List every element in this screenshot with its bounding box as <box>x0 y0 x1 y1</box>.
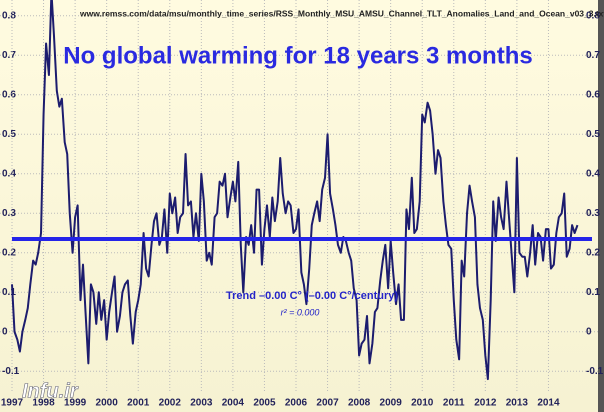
x-tick-label: 1997 <box>1 398 24 409</box>
y-tick-label: 0.7 <box>2 50 16 61</box>
x-tick-label: 2000 <box>96 398 119 409</box>
y-tick-label-right: 0.2 <box>586 247 600 258</box>
chart-title: No global warming for 18 years 3 months <box>63 42 532 69</box>
x-tick-label: 2005 <box>253 398 276 409</box>
x-tick-label: 1999 <box>64 398 87 409</box>
y-tick-label-right: 0.7 <box>586 50 600 61</box>
marks <box>11 0 592 381</box>
y-tick-label-right: 0.5 <box>586 129 600 140</box>
watermark: Infu.ir <box>22 380 79 402</box>
y-tick-label: 0.1 <box>2 287 16 298</box>
y-tick-label-right: 0.1 <box>586 287 600 298</box>
x-tick-label: 2008 <box>348 398 371 409</box>
data-line <box>11 0 579 381</box>
x-tick-label: 2012 <box>474 398 497 409</box>
y-tick-label: 0.5 <box>2 129 16 140</box>
edge <box>598 0 604 412</box>
x-tick-label: 2010 <box>411 398 434 409</box>
y-tick-label-right: 0.4 <box>586 168 600 179</box>
x-tick-label: 2014 <box>537 398 560 409</box>
source-url: www.remss.com/data/msu/monthly_time_seri… <box>79 8 604 18</box>
x-tick-label: 2001 <box>127 398 150 409</box>
trend-annotation: Trend –0.00 C° (–0.00 C°/century) <box>226 290 398 302</box>
y-tick-label: 0.4 <box>2 168 16 179</box>
y-tick-label: 0.8 <box>2 10 16 21</box>
x-tick-label: 2004 <box>222 398 245 409</box>
y-tick-label: 0.3 <box>2 208 16 219</box>
x-tick-label: 1998 <box>32 398 55 409</box>
y-tick-label: 0.2 <box>2 247 16 258</box>
y-tick-label: -0.1 <box>2 366 20 377</box>
x-tick-label: 2003 <box>190 398 213 409</box>
x-tick-label: 2002 <box>159 398 182 409</box>
y-tick-label: 0.6 <box>2 89 16 100</box>
y-tick-label-right: -0.1 <box>586 366 604 377</box>
x-tick-label: 2009 <box>380 398 403 409</box>
y-tick-label-right: 0.3 <box>586 208 600 219</box>
y-tick-label-right: 0.8 <box>586 10 600 21</box>
x-tick-label: 2007 <box>316 398 339 409</box>
y-tick-label-right: 0.6 <box>586 89 600 100</box>
y-tick-label: 0 <box>2 326 8 337</box>
y-tick-label-right: 0 <box>586 326 592 337</box>
x-tick-label: 2011 <box>443 398 465 409</box>
x-tick-label: 2006 <box>285 398 308 409</box>
r-squared: r² = 0.000 <box>281 307 320 317</box>
x-tick-label: 2013 <box>506 398 529 409</box>
